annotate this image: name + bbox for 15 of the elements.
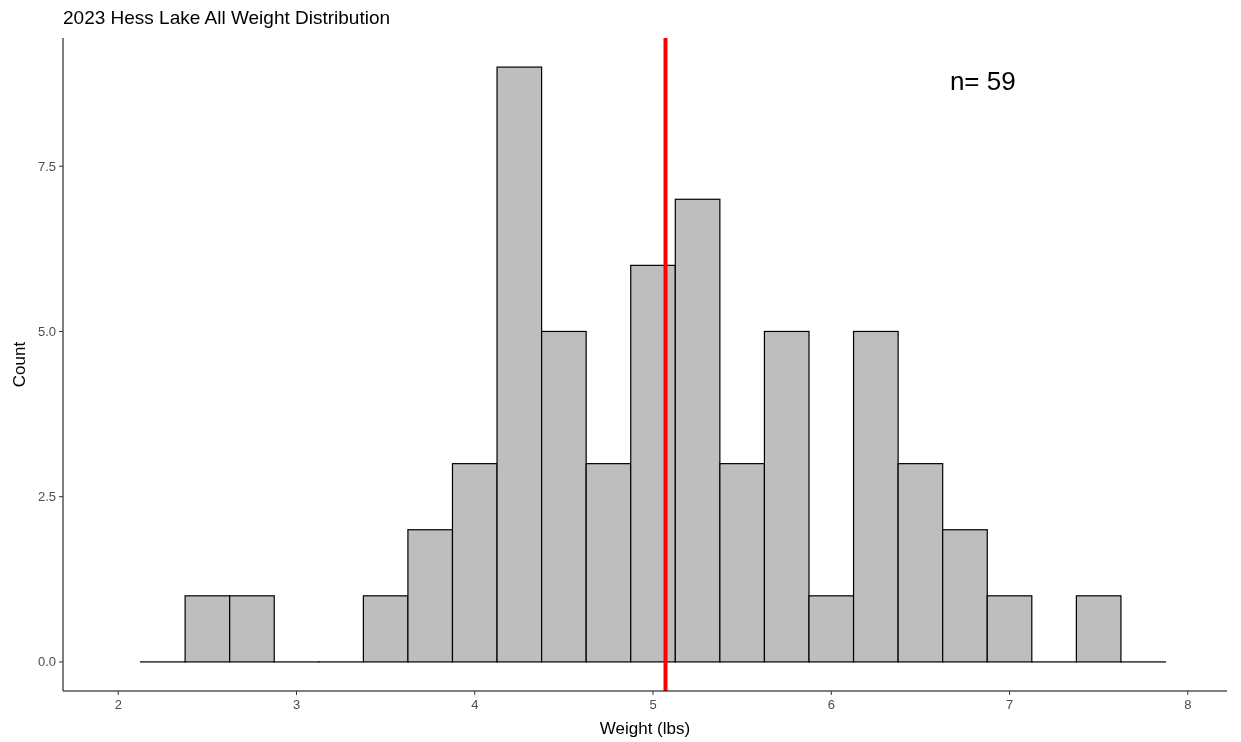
y-tick-label: 7.5 — [37, 158, 56, 174]
x-tick-label: 3 — [292, 697, 301, 712]
chart-title: 2023 Hess Lake All Weight Distribution — [63, 7, 391, 28]
x-axis-title: Weight (lbs) — [599, 719, 691, 738]
y-tick-label: 5.0 — [37, 323, 56, 339]
x-tick-label: 4 — [471, 697, 479, 712]
y-tick-label: 0.0 — [37, 654, 56, 670]
y-tick-label: 2.5 — [37, 489, 56, 505]
annotation: n= 59 — [949, 66, 1016, 96]
y-axis-title: Count — [10, 341, 29, 388]
x-tick-label: 8 — [1184, 697, 1192, 712]
x-tick-label: 2 — [114, 697, 122, 712]
x-tick-label: 6 — [827, 697, 835, 712]
x-tick-label: 5 — [649, 697, 657, 712]
x-tick-label: 7 — [1005, 697, 1014, 712]
